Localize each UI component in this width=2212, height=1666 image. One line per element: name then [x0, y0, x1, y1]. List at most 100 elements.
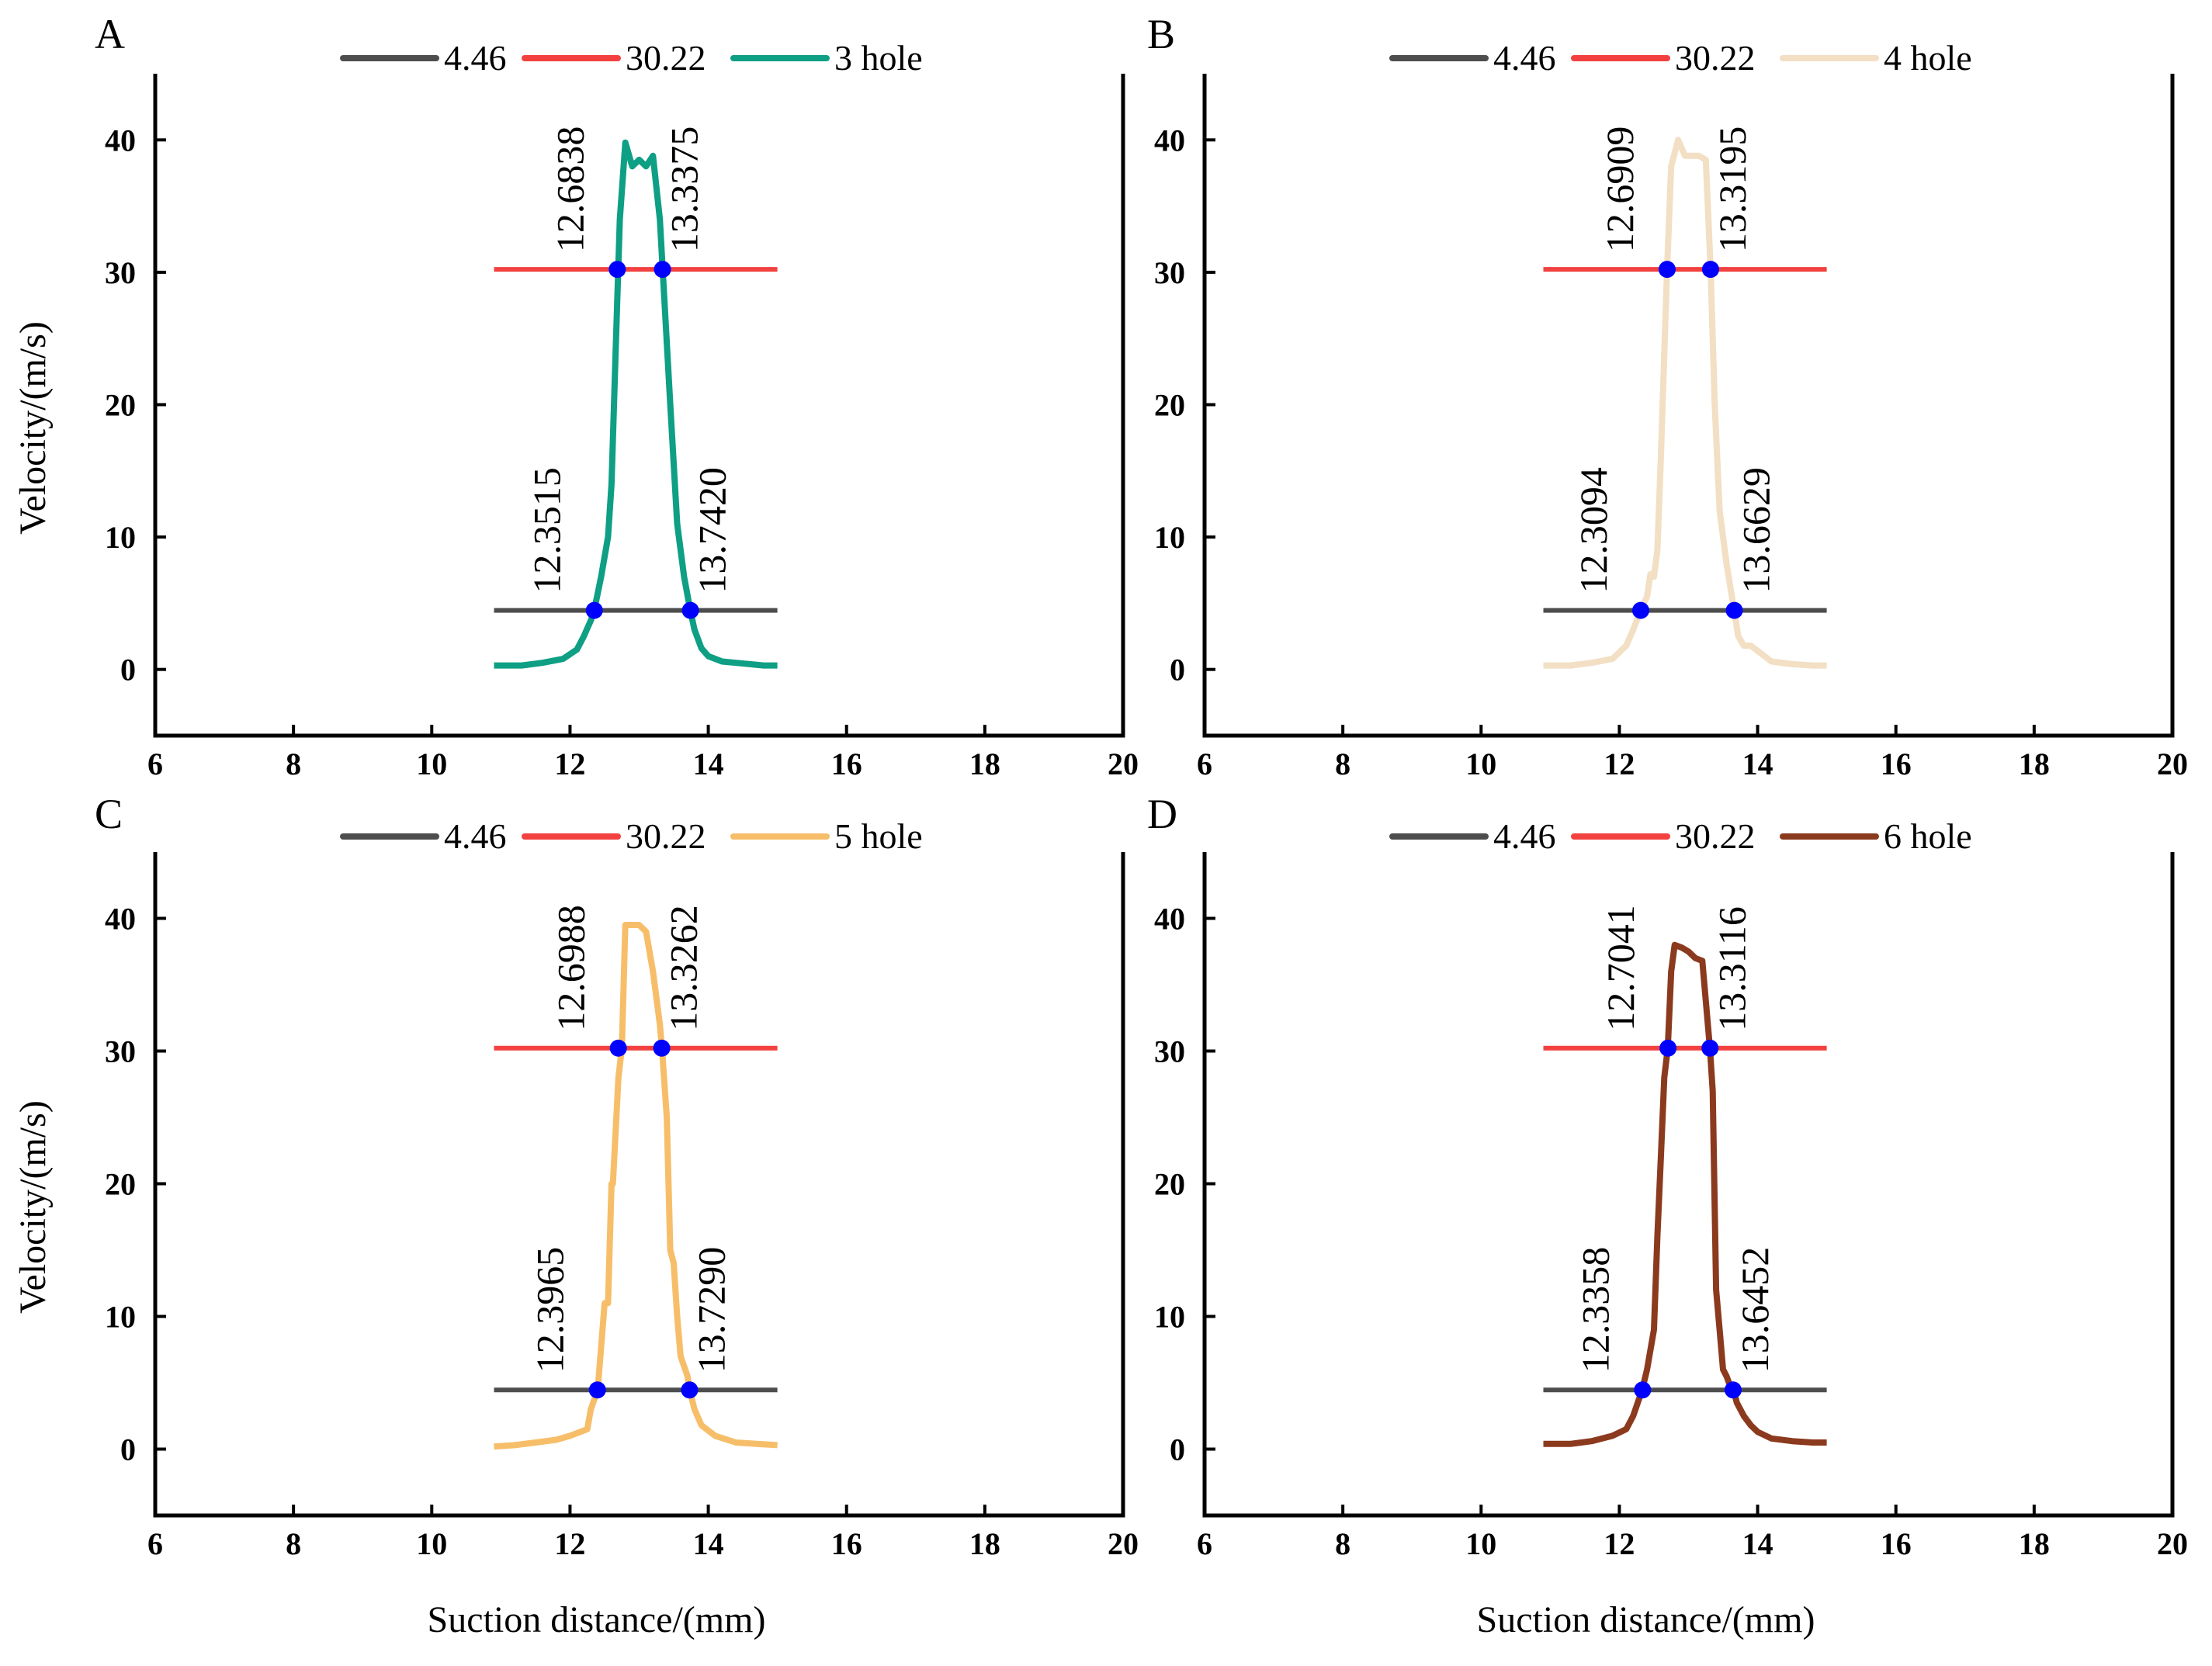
y-tick-label: 10	[1154, 520, 1185, 555]
legend-label: 4.46	[1493, 38, 1556, 78]
y-tick-label: 0	[1170, 653, 1185, 688]
y-tick-label: 40	[105, 902, 136, 937]
intersection-marker	[681, 601, 699, 619]
x-tick-label: 14	[693, 1526, 724, 1561]
x-tick-label: 18	[969, 1526, 1000, 1561]
legend-label: 30.22	[626, 816, 706, 856]
x-tick-label: 20	[1108, 746, 1139, 781]
x-tick-label: 8	[286, 746, 301, 781]
panel-letter: B	[1147, 11, 1175, 57]
x-tick-label: 20	[2157, 1526, 2188, 1561]
x-tick-label: 8	[286, 1526, 301, 1561]
value-annotation: 13.3116	[1710, 906, 1753, 1031]
y-tick-label: 0	[120, 653, 136, 688]
value-annotation: 12.3515	[525, 467, 569, 594]
x-tick-label: 10	[1465, 746, 1496, 781]
x-tick-label: 18	[2019, 1526, 2050, 1561]
intersection-marker	[653, 1039, 671, 1057]
y-tick-label: 40	[1154, 123, 1185, 158]
value-annotation: 12.3094	[1572, 467, 1615, 594]
intersection-marker	[1658, 261, 1676, 279]
x-tick-label: 8	[1335, 746, 1350, 781]
intersection-marker	[1724, 1381, 1742, 1399]
series-line-3-hole	[494, 139, 778, 669]
x-tick-label: 14	[1742, 746, 1773, 781]
intersection-marker	[608, 261, 626, 279]
y-axis-label: Velocity/(m/s)	[12, 1100, 54, 1314]
chart-panel-b: B 6 8 10 12 14 16 18 20 0 10 20 30 40 12.6909 13.3195 12…	[1147, 11, 2188, 781]
x-tick-label: 8	[1335, 1526, 1350, 1561]
x-tick-label: 10	[1465, 1526, 1496, 1561]
value-annotation: 12.7041	[1599, 905, 1642, 1031]
legend-label: 6 hole	[1884, 816, 1972, 856]
x-tick-label: 12	[554, 1526, 585, 1561]
x-tick-label: 6	[147, 1526, 163, 1561]
value-annotation: 12.6909	[1598, 126, 1642, 253]
x-tick-label: 6	[1197, 746, 1212, 781]
intersection-marker	[585, 601, 603, 619]
legend-label: 4 hole	[1884, 38, 1972, 78]
y-tick-label: 20	[1154, 388, 1185, 423]
intersection-marker	[1725, 601, 1743, 619]
x-tick-label: 14	[1742, 1526, 1773, 1561]
legend-label: 5 hole	[834, 816, 923, 856]
x-tick-label: 20	[1108, 1526, 1139, 1561]
x-tick-label: 10	[416, 746, 447, 781]
x-tick-label: 6	[147, 746, 163, 781]
y-tick-label: 30	[105, 255, 136, 290]
x-tick-label: 20	[2157, 746, 2188, 781]
panel-letter: D	[1147, 791, 1177, 837]
value-annotation: 13.3262	[662, 905, 706, 1031]
intersection-marker	[1701, 261, 1719, 279]
axes-frame	[153, 74, 1125, 738]
x-tick-label: 12	[1604, 746, 1635, 781]
legend-label: 30.22	[1675, 38, 1756, 78]
x-tick-label: 18	[969, 746, 1000, 781]
y-axis-label: Velocity/(m/s)	[12, 321, 54, 535]
intersection-marker	[1634, 1381, 1652, 1399]
value-annotation: 13.6629	[1735, 467, 1778, 594]
x-tick-label: 18	[2019, 746, 2050, 781]
y-tick-label: 10	[1154, 1300, 1185, 1335]
y-tick-label: 40	[105, 123, 136, 158]
x-tick-label: 12	[554, 746, 585, 781]
axes-frame	[1202, 74, 2175, 738]
intersection-marker	[681, 1381, 699, 1399]
x-tick-label: 6	[1197, 1526, 1212, 1561]
chart-panel-d: D 6 8 10 12 14 16 18 20 0 10 20 30 40 12.7041 13.3116 12…	[1147, 791, 2188, 1640]
x-tick-label: 12	[1604, 1526, 1635, 1561]
intersection-marker	[609, 1039, 627, 1057]
y-tick-label: 40	[1154, 902, 1185, 937]
y-tick-label: 0	[1170, 1432, 1185, 1467]
y-tick-label: 20	[105, 388, 136, 423]
x-tick-label: 16	[831, 1526, 862, 1561]
series-line-6-hole	[1543, 941, 1827, 1447]
y-tick-label: 10	[105, 1300, 136, 1335]
x-tick-label: 16	[1881, 1526, 1912, 1561]
value-annotation: 12.3358	[1573, 1247, 1617, 1373]
y-tick-label: 20	[105, 1167, 136, 1202]
y-tick-label: 20	[1154, 1167, 1185, 1202]
value-annotation: 13.3195	[1711, 126, 1754, 253]
intersection-marker	[1701, 1039, 1719, 1057]
intersection-marker	[588, 1381, 606, 1399]
y-tick-label: 30	[1154, 1034, 1185, 1069]
x-axis-label: Suction distance/(mm)	[428, 1599, 766, 1640]
value-annotation: 13.7420	[691, 467, 734, 594]
value-annotation: 13.6452	[1733, 1247, 1777, 1373]
chart-panel-c: C 6 8 10 12 14 16 18 20 0 10 20 30 40 12.6988 13.3262 12…	[12, 791, 1139, 1640]
legend-label: 30.22	[626, 38, 706, 78]
value-annotation: 13.3375	[663, 126, 706, 253]
panel-letter: A	[95, 11, 125, 57]
legend-label: 4.46	[444, 816, 507, 856]
value-annotation: 13.7290	[689, 1247, 733, 1373]
legend-label: 4.46	[1493, 816, 1556, 856]
axes-frame	[153, 852, 1125, 1518]
value-annotation: 12.6838	[548, 126, 591, 253]
value-annotation: 12.6988	[550, 905, 593, 1031]
x-tick-label: 14	[693, 746, 724, 781]
intersection-marker	[654, 261, 671, 279]
legend-label: 3 hole	[834, 38, 923, 78]
intersection-marker	[1631, 601, 1649, 619]
